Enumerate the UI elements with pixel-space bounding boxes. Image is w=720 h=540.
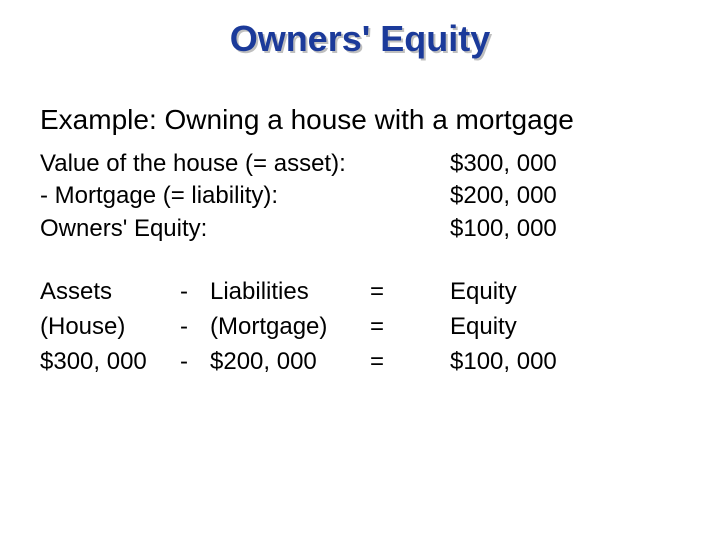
breakdown-row: - Mortgage (= liability): $200, 000 [40,180,680,212]
breakdown-value: $100, 000 [450,213,650,245]
eq-liabilities: $200, 000 [210,345,370,380]
eq-assets: $300, 000 [40,345,180,380]
slide-title: Owners' Equity [40,18,680,60]
equals-sign: = [370,310,450,345]
equals-sign: = [370,345,450,380]
equation-row: (House) - (Mortgage) = Equity [40,310,680,345]
minus-sign: - [180,275,210,310]
eq-result: $100, 000 [450,345,680,380]
equation-block: Assets - Liabilities = Equity (House) - … [40,275,680,379]
value-breakdown: Value of the house (= asset): $300, 000 … [40,148,680,245]
minus-sign: - [180,345,210,380]
eq-liabilities: Liabilities [210,275,370,310]
eq-assets: Assets [40,275,180,310]
eq-assets: (House) [40,310,180,345]
slide-subtitle: Example: Owning a house with a mortgage [40,104,680,136]
breakdown-value: $200, 000 [450,180,650,212]
eq-liabilities: (Mortgage) [210,310,370,345]
breakdown-label: Owners' Equity: [40,213,450,245]
equals-sign: = [370,275,450,310]
eq-result: Equity [450,310,680,345]
breakdown-label: Value of the house (= asset): [40,148,450,180]
breakdown-row: Owners' Equity: $100, 000 [40,213,680,245]
slide: Owners' Equity Example: Owning a house w… [0,0,720,540]
breakdown-label: - Mortgage (= liability): [40,180,450,212]
eq-result: Equity [450,275,680,310]
breakdown-row: Value of the house (= asset): $300, 000 [40,148,680,180]
equation-row: Assets - Liabilities = Equity [40,275,680,310]
minus-sign: - [180,310,210,345]
breakdown-value: $300, 000 [450,148,650,180]
equation-row: $300, 000 - $200, 000 = $100, 000 [40,345,680,380]
